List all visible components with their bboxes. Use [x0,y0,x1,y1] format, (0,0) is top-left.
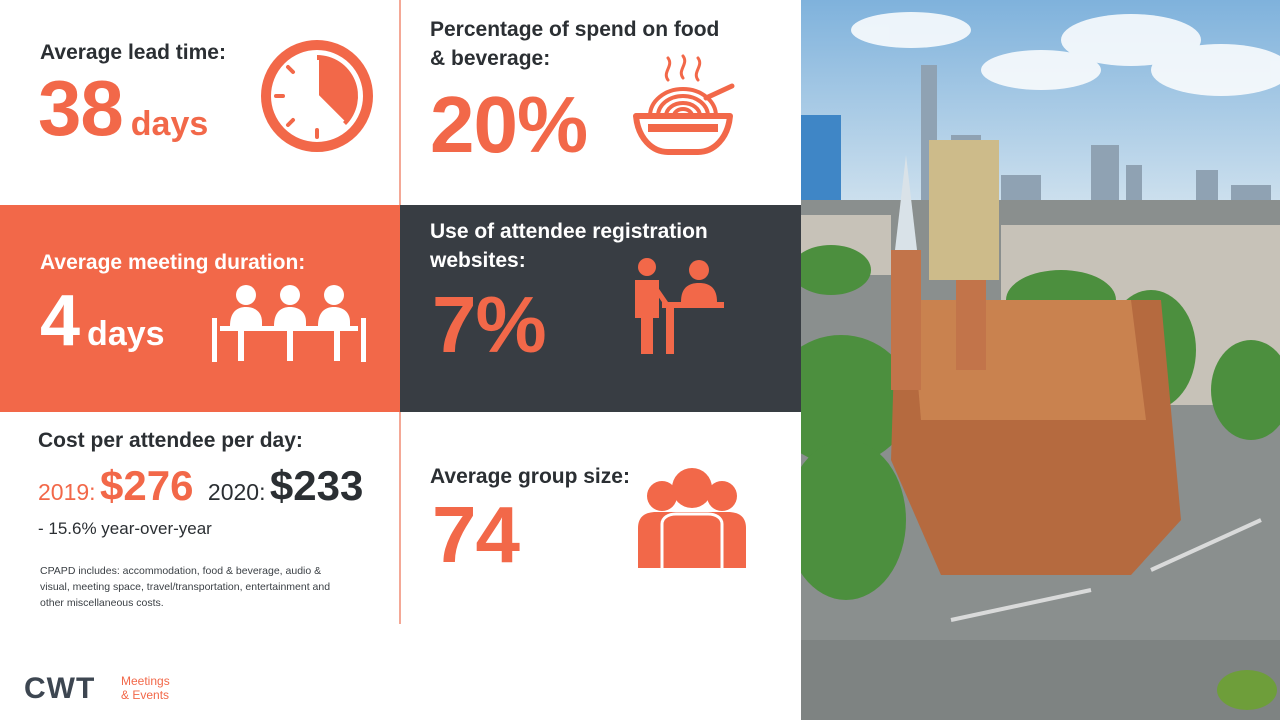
fnb-value: 20% [430,80,588,169]
group-size-value: 74 [432,490,520,579]
registration-label-line2: websites: [430,249,526,272]
logo-wordmark: CWT [24,672,96,705]
meeting-duration-number: 4 [40,281,80,361]
food-bowl-icon [628,54,738,158]
logo-subtitle-line1: Meetings [121,674,170,688]
cost-year-2019: 2019: [38,479,96,505]
divider-bottom [399,412,401,624]
lead-time-number: 38 [38,64,124,152]
lead-time-unit: days [130,105,209,143]
fnb-label-line1: Percentage of spend on food [430,18,720,41]
logo-subtitle-line2: & Events [121,688,170,702]
cost-comparison: 2019: $276 2020: $233 [38,462,363,510]
logo-subtitle: Meetings & Events [121,674,191,702]
divider-top [399,0,401,205]
cost-amount-2019: $276 [100,462,194,509]
fnb-label: Percentage of spend on food & beverage: [430,15,719,73]
registration-label: Use of attendee registration websites: [430,217,708,275]
meeting-duration-unit: days [87,315,165,353]
meeting-table-icon [210,282,368,364]
cost-footnote: CPAPD includes: accommodation, food & be… [40,565,331,609]
cost-year-2020: 2020: [207,479,266,505]
lead-time-label: Average lead time: [40,41,226,64]
registration-label-line1: Use of attendee registration [430,220,708,243]
cost-change: - 15.6% year-over-year [38,519,212,538]
lead-time-value: 38 days [38,63,208,169]
registration-panel [400,205,801,412]
clock-icon [257,36,377,156]
group-size-label: Average group size: [430,465,630,488]
meeting-duration-label: Average meeting duration: [40,251,306,274]
cost-amount-2020: $233 [269,462,364,509]
registration-desk-icon [626,256,730,356]
cathedral-city-aerial-photo [801,0,1280,720]
fnb-label-line2: & beverage: [430,47,551,70]
group-icon [636,466,748,570]
meeting-duration-value: 4 days [40,280,165,375]
registration-value: 7% [432,280,547,369]
cost-label: Cost per attendee per day: [38,429,303,452]
